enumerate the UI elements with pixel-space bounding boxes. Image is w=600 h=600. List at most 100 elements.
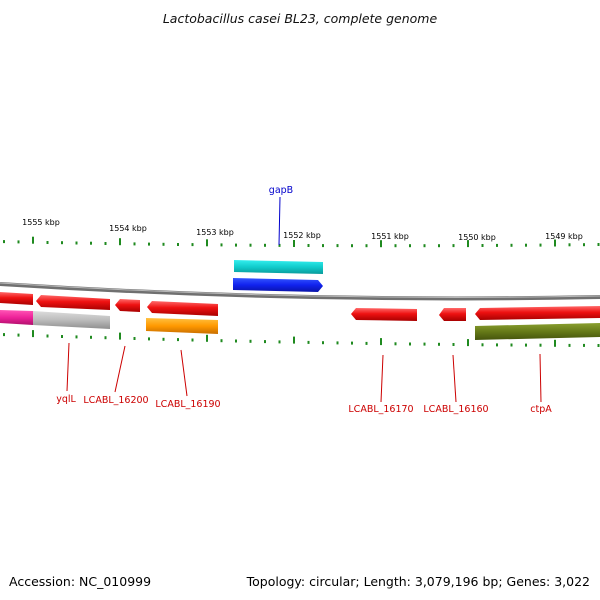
feature-gapB-cyan[interactable] <box>234 260 323 274</box>
upper-tick-11 <box>162 242 165 246</box>
feature-LCABL_16190-cds[interactable] <box>147 301 218 316</box>
upper-tick-31 <box>452 244 455 248</box>
tick-label-1554: 1554 kbp <box>109 224 147 233</box>
leader-gapB <box>278 196 281 246</box>
lower-tick-37 <box>539 343 542 347</box>
lower-tick-40 <box>583 343 585 347</box>
feature-left-edge-cds[interactable] <box>0 292 33 305</box>
upper-tick-24 <box>351 244 353 248</box>
upper-tick-35 <box>510 243 513 247</box>
lower-tick-22 <box>322 341 324 345</box>
footer-accession: Accession: NC_010999 <box>9 574 151 589</box>
lower-tick-20 <box>293 336 295 344</box>
leader-yqlL <box>66 342 70 392</box>
lower-tick-5 <box>75 335 78 339</box>
gene-label-gapB[interactable]: gapB <box>269 185 293 196</box>
lower-tick-16 <box>235 339 237 343</box>
upper-tick-21 <box>307 244 310 247</box>
upper-tick-14 <box>206 239 208 247</box>
upper-tick-19 <box>278 243 281 247</box>
upper-tick-40 <box>583 243 585 247</box>
upper-tick-15 <box>220 243 223 247</box>
upper-tick-36 <box>525 243 527 247</box>
lower-tick-9 <box>133 337 136 340</box>
upper-tick-5 <box>75 241 78 245</box>
lower-tick-35 <box>510 343 513 347</box>
feature-LCABL_16200-cds[interactable] <box>115 299 140 312</box>
upper-tick-9 <box>133 242 136 246</box>
gene-label-LCABL_16160[interactable]: LCABL_16160 <box>423 404 488 415</box>
feature-yqlL-cds[interactable] <box>36 295 110 310</box>
gene-label-LCABL_16200[interactable]: LCABL_16200 <box>83 395 148 406</box>
map-title: Lactobacillus casei BL23, complete genom… <box>163 11 438 26</box>
upper-tick-37 <box>539 243 542 247</box>
lower-tick-24 <box>351 341 353 345</box>
feature-left-edge-gene[interactable] <box>0 310 33 325</box>
upper-scale-ticks <box>3 236 600 248</box>
lower-tick-0 <box>3 333 5 337</box>
upper-tick-10 <box>148 242 150 246</box>
lower-tick-30 <box>438 342 440 346</box>
lower-tick-1 <box>17 333 20 337</box>
lower-tick-12 <box>177 338 179 342</box>
upper-tick-1 <box>17 240 20 244</box>
lower-tick-26 <box>380 338 382 346</box>
upper-tick-27 <box>394 244 397 248</box>
gene-label-LCABL_16190[interactable]: LCABL_16190 <box>155 399 220 410</box>
lower-tick-34 <box>496 343 498 347</box>
lower-tick-8 <box>119 332 121 340</box>
upper-tick-25 <box>365 244 368 248</box>
lower-tick-10 <box>148 337 150 341</box>
lower-tick-13 <box>191 338 194 342</box>
upper-tick-3 <box>46 241 49 244</box>
lower-tick-18 <box>264 340 266 344</box>
feature-ctpA-gene[interactable] <box>475 323 600 340</box>
feature-ctpA-cds[interactable] <box>475 306 600 320</box>
upper-tick-18 <box>264 243 266 247</box>
upper-tick-30 <box>438 244 440 248</box>
leader-ctpA <box>539 353 542 403</box>
upper-tick-34 <box>496 243 498 247</box>
gene-label-ctpA[interactable]: ctpA <box>530 404 552 415</box>
gene-label-LCABL_16170[interactable]: LCABL_16170 <box>348 404 413 415</box>
upper-tick-41 <box>597 243 600 246</box>
gene-label-yqlL[interactable]: yqlL <box>56 394 76 405</box>
tick-label-1551: 1551 kbp <box>371 232 409 241</box>
lower-tick-4 <box>61 335 63 338</box>
upper-tick-33 <box>481 244 484 247</box>
upper-tick-0 <box>3 240 5 244</box>
feature-LCABL_16160-cds[interactable] <box>439 308 466 321</box>
genome-backbone <box>0 282 600 301</box>
lower-tick-15 <box>220 339 223 343</box>
tick-label-1549: 1549 kbp <box>545 232 583 241</box>
lower-tick-33 <box>481 343 484 347</box>
upper-tick-6 <box>90 241 92 245</box>
lower-tick-32 <box>467 339 469 347</box>
upper-tick-17 <box>249 243 252 247</box>
upper-tick-26 <box>380 240 382 248</box>
upper-tick-28 <box>409 244 411 248</box>
lower-tick-23 <box>336 341 339 345</box>
leader-LCABL_16170 <box>380 354 384 403</box>
lower-tick-27 <box>394 342 397 346</box>
feature-yqlL-gene[interactable] <box>33 311 110 329</box>
feature-LCABL_16190-gene[interactable] <box>146 318 218 334</box>
lower-tick-19 <box>278 340 281 344</box>
leader-LCABL_16160 <box>452 354 457 403</box>
upper-tick-38 <box>554 239 556 247</box>
lower-scale-ticks <box>3 330 600 347</box>
lower-tick-25 <box>365 341 368 345</box>
tick-label-1555: 1555 kbp <box>22 218 60 227</box>
lower-tick-28 <box>409 342 411 346</box>
upper-tick-13 <box>191 243 194 247</box>
leader-LCABL_16200 <box>114 345 126 393</box>
tick-label-1553: 1553 kbp <box>196 228 234 237</box>
tick-label-1550: 1550 kbp <box>458 233 496 242</box>
lower-tick-14 <box>206 334 208 342</box>
feature-LCABL_16170-cds[interactable] <box>351 308 417 321</box>
lower-tick-38 <box>554 339 556 347</box>
tick-label-1552: 1552 kbp <box>283 231 321 240</box>
feature-gapB-cds[interactable] <box>233 278 323 292</box>
lower-tick-39 <box>568 343 571 347</box>
